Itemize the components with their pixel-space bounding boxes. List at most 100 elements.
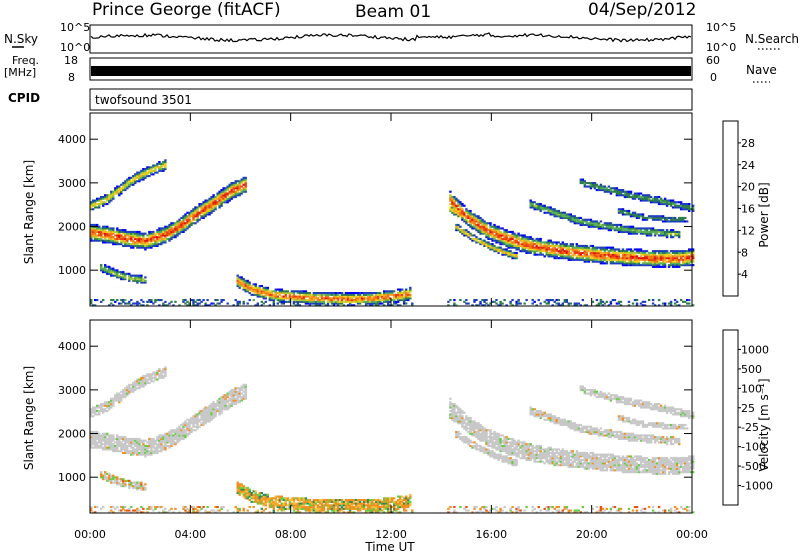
power-cell <box>96 197 99 200</box>
power-cell <box>405 292 408 295</box>
power-cell <box>112 230 115 233</box>
power-cell <box>467 302 470 305</box>
velocity-cell <box>196 506 199 509</box>
power-cell <box>140 244 143 247</box>
power-cell <box>581 180 584 183</box>
power-cell <box>288 292 292 295</box>
velocity-cell <box>300 502 304 505</box>
power-cell <box>513 251 516 254</box>
power-cell <box>477 218 480 221</box>
power-cell <box>529 237 532 240</box>
velocity-cell <box>174 434 177 437</box>
velocity-cell <box>234 399 237 402</box>
power-cell <box>487 229 490 232</box>
power-cell <box>200 215 203 218</box>
power-cell <box>655 258 659 261</box>
velocity-cell <box>302 500 306 503</box>
velocity-cell <box>110 478 113 481</box>
power-cell <box>561 253 564 256</box>
power-cell <box>649 215 653 218</box>
velocity-cell <box>210 416 213 419</box>
velocity-cell <box>116 481 119 484</box>
power-cell <box>108 199 111 202</box>
power-cell <box>573 251 576 254</box>
power-cell <box>447 300 450 303</box>
power-cell <box>505 241 508 244</box>
power-cell <box>686 250 689 253</box>
velocity-cell <box>244 385 247 388</box>
power-cell <box>611 223 615 226</box>
velocity-cell <box>124 450 127 453</box>
power-cell <box>593 248 597 251</box>
power-cell <box>198 203 201 206</box>
power-cell <box>643 258 647 261</box>
power-cell <box>659 203 663 206</box>
velocity-cell <box>138 451 141 454</box>
power-cell <box>399 290 402 293</box>
velocity-cell <box>200 423 203 426</box>
velocity-cell <box>90 415 93 418</box>
power-cell <box>114 237 117 240</box>
power-cell <box>306 299 310 302</box>
power-cell <box>220 194 223 197</box>
power-cell <box>264 300 267 303</box>
power-cell <box>619 257 623 260</box>
power-cell <box>148 237 151 240</box>
power-cell <box>553 300 556 303</box>
power-cell <box>637 251 641 254</box>
power-cell <box>645 250 649 253</box>
velocity-cell <box>148 375 151 378</box>
power-cell <box>328 297 332 300</box>
power-cell <box>589 253 593 256</box>
power-cell <box>216 192 219 195</box>
power-cell <box>625 248 629 251</box>
power-cell <box>312 292 316 295</box>
velocity-cell <box>326 506 330 509</box>
power-cell <box>204 209 207 212</box>
power-cell <box>605 187 609 190</box>
power-cell <box>627 260 631 263</box>
velocity-cell <box>254 495 257 498</box>
power-cell <box>368 299 372 302</box>
power-cell <box>130 244 133 247</box>
power-cell <box>340 292 344 295</box>
power-cell <box>459 201 462 204</box>
power-cell <box>150 244 153 247</box>
power-cell <box>479 237 482 240</box>
power-cell <box>214 206 217 209</box>
velocity-cell <box>214 413 217 416</box>
power-cell <box>673 257 677 260</box>
velocity-cell <box>220 410 223 413</box>
power-cell <box>240 178 243 181</box>
power-cell <box>409 288 412 291</box>
power-cell <box>102 204 105 207</box>
power-cell <box>244 176 247 179</box>
velocity-cell <box>120 479 123 482</box>
power-cell <box>501 302 504 305</box>
power-cell <box>216 201 219 204</box>
power-cell <box>387 300 390 303</box>
velocity-cell <box>254 500 257 503</box>
power-cell <box>481 299 484 302</box>
power-cell <box>645 197 649 200</box>
power-cell <box>292 299 296 302</box>
velocity-cell <box>316 507 320 510</box>
power-cell <box>326 300 330 303</box>
power-cell <box>485 222 488 225</box>
power-cell <box>665 216 669 219</box>
velocity-cell <box>116 443 119 446</box>
velocity-cell <box>244 383 247 386</box>
velocity-cell <box>170 441 173 444</box>
power-cell <box>507 250 510 253</box>
power-cell <box>649 255 653 258</box>
power-cell <box>338 297 342 300</box>
power-cell <box>611 246 615 249</box>
velocity-cell <box>98 432 101 435</box>
power-cell <box>641 197 645 200</box>
velocity-cell <box>110 509 113 512</box>
velocity-cell <box>230 404 233 407</box>
power-cell <box>587 248 591 251</box>
power-cell <box>641 257 645 260</box>
velocity-cell <box>138 383 141 386</box>
power-cell <box>160 229 163 232</box>
